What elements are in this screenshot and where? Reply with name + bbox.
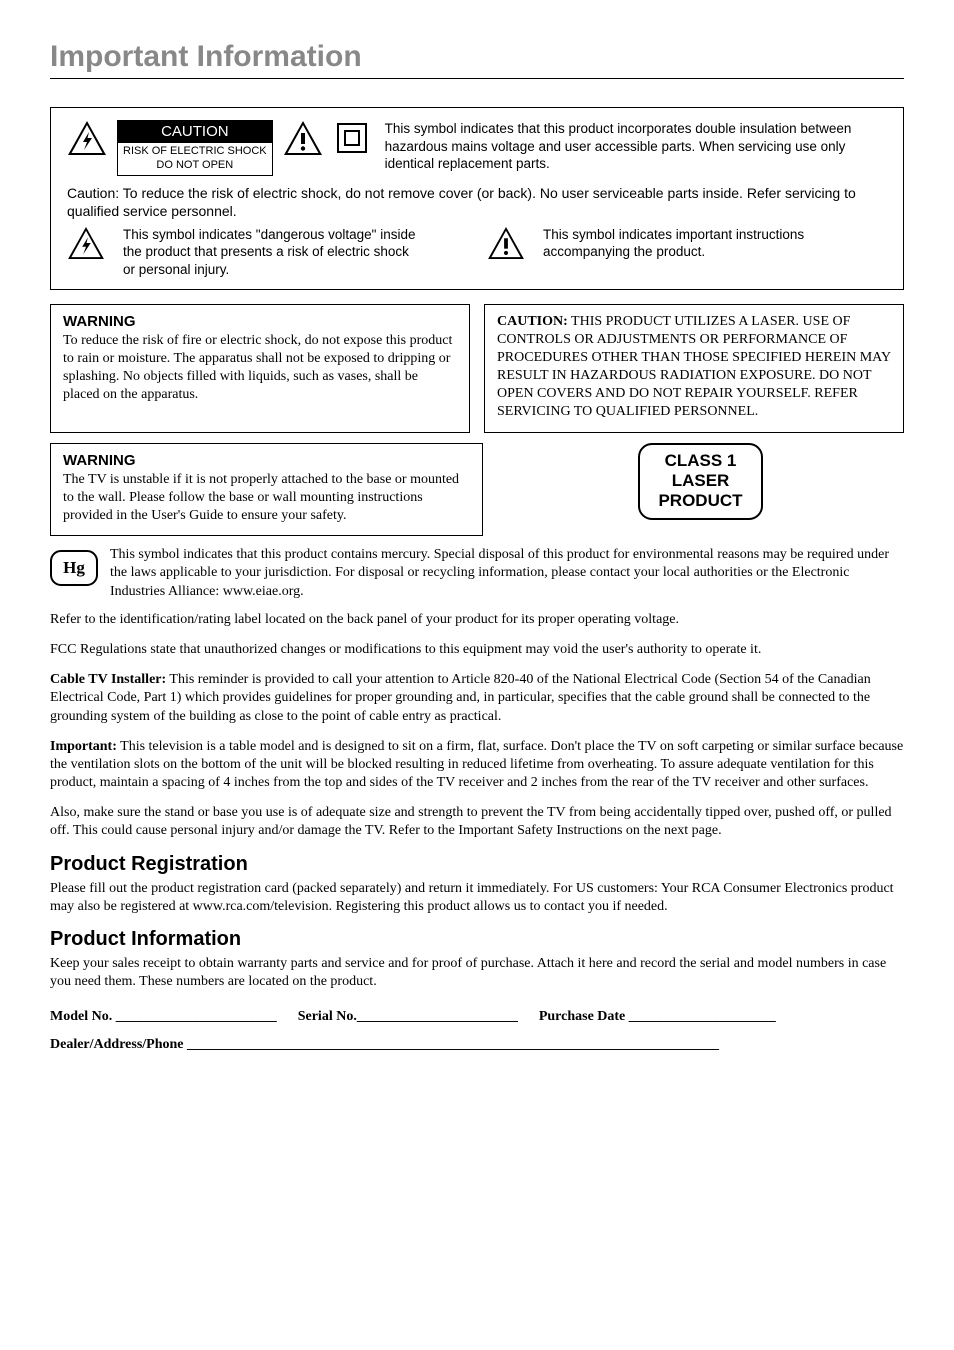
cable-installer-body: This reminder is provided to call your a… <box>50 672 871 723</box>
model-no-field: Model No. _______________________ <box>50 1009 277 1024</box>
risk-text: RISK OF ELECTRIC SHOCK DO NOT OPEN <box>117 143 273 176</box>
laser-line1: CLASS 1 <box>658 451 742 471</box>
laser-line2: LASER <box>658 471 742 491</box>
warning-moisture-title: WARNING <box>63 313 457 330</box>
risk-line1: RISK OF ELECTRIC SHOCK <box>123 145 267 157</box>
voltage-para: Refer to the identification/rating label… <box>50 611 904 629</box>
purchase-date-field: Purchase Date _____________________ <box>539 1009 776 1024</box>
mercury-text: This symbol indicates that this product … <box>110 546 904 601</box>
caution-laser-box: CAUTION: THIS PRODUCT UTILIZES A LASER. … <box>484 304 904 433</box>
caution-laser-text: THIS PRODUCT UTILIZES A LASER. USE OF CO… <box>497 314 891 420</box>
dealer-field: Dealer/Address/Phone ___________________… <box>50 1037 719 1052</box>
registration-body: Please fill out the product registration… <box>50 880 904 916</box>
double-insulation-icon <box>337 123 367 153</box>
warning-unstable-title: WARNING <box>63 452 470 469</box>
mercury-row: Hg This symbol indicates that this produ… <box>50 546 904 601</box>
page-title: Important Information <box>50 40 904 79</box>
product-info-body: Keep your sales receipt to obtain warran… <box>50 955 904 991</box>
reduce-risk-text: Caution: To reduce the risk of electric … <box>67 184 887 220</box>
dangerous-voltage-col: This symbol indicates "dangerous voltage… <box>67 226 467 279</box>
exclamation-warning-icon <box>487 226 525 260</box>
shock-warning-icon <box>67 226 105 260</box>
caution-label-box: CAUTION RISK OF ELECTRIC SHOCK DO NOT OP… <box>117 120 273 176</box>
cable-installer-para: Cable TV Installer: This reminder is pro… <box>50 671 904 726</box>
fcc-para: FCC Regulations state that unauthorized … <box>50 641 904 659</box>
important-para: Important: This television is a table mo… <box>50 738 904 793</box>
cable-installer-label: Cable TV Installer: <box>50 672 166 687</box>
registration-heading: Product Registration <box>50 853 904 876</box>
important-instructions-col: This symbol indicates important instruct… <box>487 226 887 279</box>
laser-badge-wrap: CLASS 1 LASER PRODUCT <box>497 443 904 520</box>
warning-caution-row: WARNING To reduce the risk of fire or el… <box>50 304 904 433</box>
caution-top-row: CAUTION RISK OF ELECTRIC SHOCK DO NOT OP… <box>67 120 887 176</box>
warning-unstable-box: WARNING The TV is unstable if it is not … <box>50 443 483 537</box>
also-para: Also, make sure the stand or base you us… <box>50 804 904 840</box>
class1-laser-badge: CLASS 1 LASER PRODUCT <box>638 443 762 520</box>
warning-moisture-box: WARNING To reduce the risk of fire or el… <box>50 304 470 433</box>
double-insulation-text: This symbol indicates that this product … <box>385 120 887 173</box>
shock-warning-icon <box>67 120 107 156</box>
important-instructions-text: This symbol indicates important instruct… <box>543 226 887 261</box>
important-body: This television is a table model and is … <box>50 739 903 790</box>
product-info-heading: Product Information <box>50 928 904 951</box>
caution-label: CAUTION <box>117 120 273 143</box>
exclamation-warning-icon <box>283 120 323 156</box>
laser-line3: PRODUCT <box>658 491 742 511</box>
serial-no-field: Serial No._______________________ <box>298 1009 518 1024</box>
warning-unstable-body: The TV is unstable if it is not properly… <box>63 471 470 526</box>
important-label: Important: <box>50 739 117 754</box>
warning-laser-row: WARNING The TV is unstable if it is not … <box>50 443 904 537</box>
caution-laser-title: CAUTION: <box>497 314 568 329</box>
caution-laser-body: CAUTION: THIS PRODUCT UTILIZES A LASER. … <box>497 313 891 422</box>
warning-moisture-body: To reduce the risk of fire or electric s… <box>63 332 457 405</box>
product-info-fields: Model No. _______________________ Serial… <box>50 1003 904 1059</box>
risk-line2: DO NOT OPEN <box>156 159 233 171</box>
caution-bottom-row: This symbol indicates "dangerous voltage… <box>67 226 887 279</box>
dangerous-voltage-text: This symbol indicates "dangerous voltage… <box>123 226 423 279</box>
caution-main-panel: CAUTION RISK OF ELECTRIC SHOCK DO NOT OP… <box>50 107 904 290</box>
mercury-icon: Hg <box>50 550 98 586</box>
